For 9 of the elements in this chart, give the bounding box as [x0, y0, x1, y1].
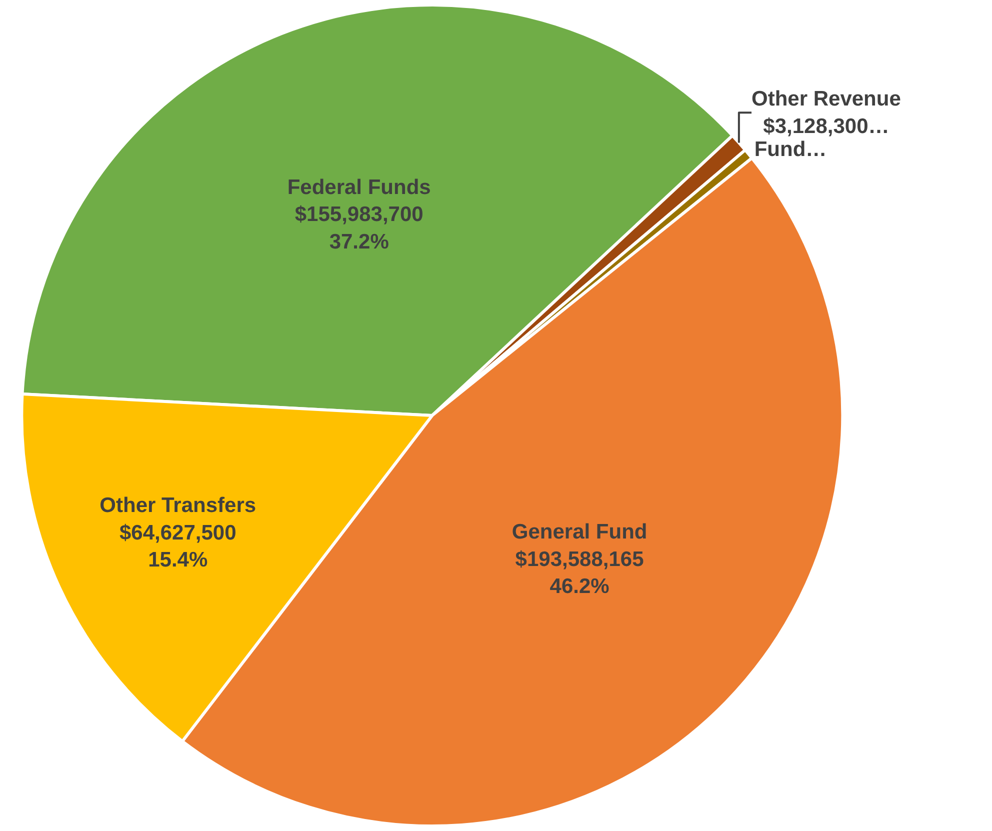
- data-label: $64,627,500 15.4%: [119, 521, 236, 572]
- slice-label: Fund…: [754, 138, 827, 161]
- slice-label: General Fund: [512, 520, 648, 544]
- data-label: $193,588,165 46.2%: [515, 548, 644, 598]
- slice-label: Federal Funds: [287, 176, 431, 199]
- slice-label: Other Revenue: [752, 88, 901, 111]
- data-label: $155,983,700 37.2%: [294, 203, 424, 254]
- slice-label: Other Transfers: [100, 494, 256, 517]
- data-label: $3,128,300…: [763, 114, 890, 138]
